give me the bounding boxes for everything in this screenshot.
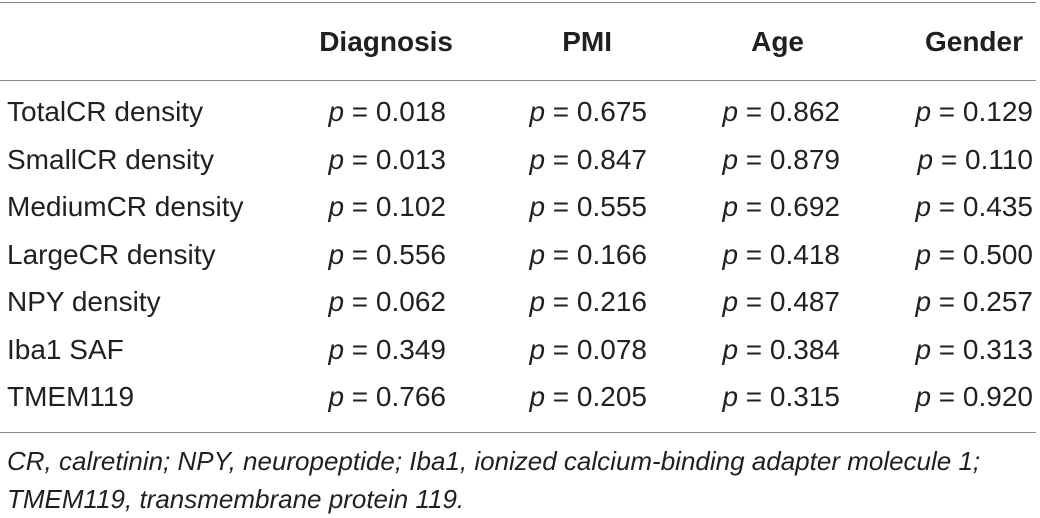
row-label: Iba1 SAF — [7, 333, 124, 365]
p-value-cell: p = 0.078 — [529, 334, 647, 366]
row-label: TMEM119 — [7, 381, 135, 412]
p-value: = 0.500 — [938, 238, 1033, 270]
p-symbol: p — [722, 238, 739, 270]
p-value-cell: p = 0.418 — [722, 239, 840, 271]
p-symbol: p — [529, 191, 546, 222]
p-value: = 0.862 — [745, 96, 840, 127]
header-gender: Gender — [924, 26, 1023, 57]
header-diagnosis: Diagnosis — [319, 26, 453, 57]
p-value-cell: p = 0.555 — [529, 191, 647, 223]
p-value: = 0.692 — [745, 191, 840, 222]
p-symbol: p — [915, 191, 932, 222]
p-value-cell: p = 0.384 — [722, 334, 840, 366]
p-value: = 0.555 — [552, 191, 647, 222]
p-value-cell: p = 0.018 — [328, 96, 446, 128]
p-value-cell: p = 0.129 — [915, 96, 1033, 128]
p-symbol: p — [328, 191, 345, 222]
p-symbol: p — [722, 143, 739, 175]
p-value-cell: p = 0.847 — [529, 144, 647, 176]
p-symbol: p — [529, 381, 546, 412]
p-symbol: p — [529, 333, 546, 365]
p-symbol: p — [915, 238, 932, 270]
p-value: = 0.556 — [351, 238, 446, 270]
p-value-cell: p = 0.675 — [529, 96, 647, 128]
p-value-cell: p = 0.013 — [328, 144, 446, 176]
p-symbol: p — [722, 191, 739, 222]
p-symbol: p — [915, 286, 932, 317]
p-value: = 0.675 — [552, 96, 647, 127]
p-value-cell: p = 0.766 — [328, 381, 446, 413]
table-bottom-rule — [0, 432, 1036, 433]
p-symbol: p — [328, 333, 345, 365]
p-value-cell: p = 0.062 — [328, 286, 446, 318]
p-symbol: p — [328, 381, 345, 412]
p-value-cell: p = 0.879 — [722, 144, 840, 176]
row-label: NPY density — [7, 286, 161, 317]
p-symbol: p — [328, 96, 345, 127]
table-footnote: CR, calretinin; NPY, neuropeptide; Iba1,… — [7, 446, 981, 514]
p-symbol: p — [722, 286, 739, 317]
row-label: MediumCR density — [7, 191, 244, 222]
p-symbol: p — [915, 381, 932, 412]
p-symbol: p — [328, 143, 345, 175]
p-value: = 0.205 — [552, 381, 647, 412]
p-symbol: p — [529, 238, 546, 270]
p-value: = 0.110 — [940, 143, 1033, 175]
p-value-cell: p = 0.166 — [529, 239, 647, 271]
p-value: = 0.166 — [552, 238, 647, 270]
row-label: TotalCR density — [7, 96, 204, 127]
p-value-cell: p = 0.313 — [915, 334, 1033, 366]
p-symbol: p — [915, 96, 932, 127]
p-value: = 0.102 — [351, 191, 446, 222]
p-value-cell: p = 0.216 — [529, 286, 647, 318]
p-value-cell: p = 0.315 — [722, 381, 840, 413]
p-value: = 0.257 — [938, 286, 1033, 317]
p-value: = 0.313 — [938, 333, 1033, 365]
p-value-cell: p = 0.556 — [328, 239, 446, 271]
header-age: Age — [751, 26, 804, 57]
p-value-cell: p = 0.692 — [722, 191, 840, 223]
p-value-cell: p = 0.349 — [328, 334, 446, 366]
p-symbol: p — [529, 286, 546, 317]
p-value-cell: p = 0.435 — [915, 191, 1033, 223]
table-top-rule — [0, 2, 1036, 3]
p-value-cell: p = 0.205 — [529, 381, 647, 413]
p-value: = 0.349 — [351, 333, 446, 365]
row-label: LargeCR density — [7, 238, 216, 270]
p-value: = 0.078 — [552, 333, 647, 365]
p-value: = 0.062 — [351, 286, 446, 317]
p-value-cell: p = 0.920 — [915, 381, 1033, 413]
p-value: = 0.766 — [351, 381, 446, 412]
header-pmi: PMI — [562, 26, 612, 57]
p-value: = 0.487 — [745, 286, 840, 317]
p-value-cell: p = 0.862 — [722, 96, 840, 128]
p-value: = 0.384 — [745, 333, 840, 365]
p-value: = 0.315 — [745, 381, 840, 412]
p-symbol: p — [915, 333, 932, 365]
p-value-cell: p = 0.500 — [915, 239, 1033, 271]
p-value: = 0.847 — [552, 143, 647, 175]
p-symbol: p — [529, 96, 546, 127]
p-symbol: p — [722, 333, 739, 365]
p-symbol: p — [722, 381, 739, 412]
p-symbol: p — [722, 96, 739, 127]
p-value: = 0.418 — [745, 238, 840, 270]
p-symbol: p — [328, 238, 345, 270]
p-value-cell: p = 0.110 — [918, 144, 1033, 176]
p-symbol: p — [917, 143, 934, 175]
p-value-cell: p = 0.487 — [722, 286, 840, 318]
p-value: = 0.018 — [351, 96, 446, 127]
p-value: = 0.435 — [938, 191, 1033, 222]
table-header-rule — [0, 80, 1036, 81]
p-value: = 0.129 — [938, 96, 1033, 127]
p-symbol: p — [328, 286, 345, 317]
p-value: = 0.920 — [938, 381, 1033, 412]
row-label: SmallCR density — [7, 143, 214, 175]
p-symbol: p — [529, 143, 546, 175]
p-value-cell: p = 0.102 — [328, 191, 446, 223]
p-value: = 0.879 — [745, 143, 840, 175]
p-value-cell: p = 0.257 — [915, 286, 1033, 318]
p-value: = 0.216 — [552, 286, 647, 317]
p-value: = 0.013 — [351, 143, 446, 175]
